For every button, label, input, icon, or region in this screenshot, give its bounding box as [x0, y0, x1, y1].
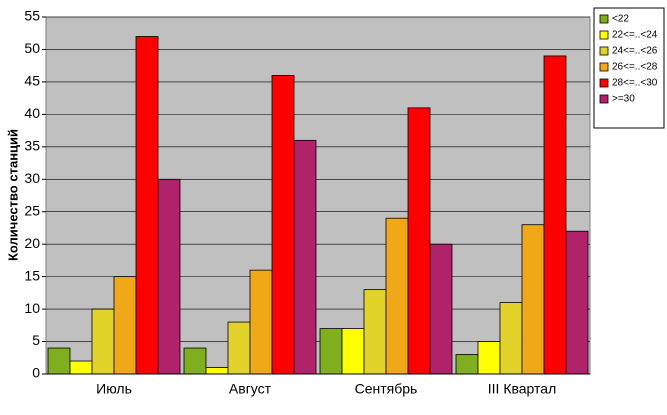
- bar: [385, 217, 409, 375]
- legend-swatch: [599, 46, 609, 56]
- bar: [429, 243, 453, 375]
- bar: [319, 328, 343, 375]
- y-tick-label: 55: [24, 8, 40, 24]
- y-tick-label: 50: [24, 40, 40, 56]
- bar: [341, 328, 365, 375]
- legend-items: <22 22<=..<24 24<=..<26 26<=..<28 28<=..<30 >…: [599, 14, 658, 105]
- bar: [363, 289, 387, 375]
- bar: [157, 178, 181, 375]
- y-tick-label: 5: [32, 332, 40, 348]
- y-tick-label: 15: [24, 267, 40, 283]
- bar: [499, 302, 523, 375]
- x-tick-label: Август: [229, 381, 272, 397]
- bar: [565, 230, 589, 375]
- bar: [205, 367, 229, 375]
- bar: [271, 75, 295, 375]
- legend-swatch: [599, 30, 609, 40]
- bar: [477, 341, 501, 375]
- legend-label: <22: [612, 14, 629, 25]
- x-tick-label: III Квартал: [488, 381, 556, 397]
- bar: [293, 139, 317, 375]
- legend-label: 24<=..<26: [612, 46, 658, 57]
- legend-label: 22<=..<24: [612, 30, 658, 41]
- bar: [91, 308, 115, 375]
- legend-label: 26<=..<28: [612, 62, 658, 73]
- y-tick-label: 10: [24, 300, 40, 316]
- bar: [455, 354, 479, 375]
- bar: [249, 269, 273, 375]
- legend-label: >=30: [612, 94, 635, 105]
- legend-swatch: [599, 78, 609, 88]
- bar: [543, 55, 567, 375]
- bar: [407, 107, 431, 375]
- y-axis-label: Количество станций: [5, 129, 20, 261]
- x-tick-label: Сентябрь: [355, 381, 418, 397]
- legend-label: 28<=..<30: [612, 78, 658, 89]
- legend-swatch: [599, 14, 609, 24]
- y-tick-label: 25: [24, 202, 40, 218]
- y-tick-label: 30: [24, 170, 40, 186]
- legend-swatch: [599, 62, 609, 72]
- y-tick-label: 40: [24, 105, 40, 121]
- bar: [183, 347, 207, 375]
- y-tick-label: 35: [24, 138, 40, 154]
- bar: [69, 360, 93, 375]
- y-tick-label: 45: [24, 73, 40, 89]
- bar: [521, 224, 545, 375]
- legend-swatch: [599, 94, 609, 104]
- bar: [135, 36, 159, 375]
- x-tick-label: Июль: [96, 381, 132, 397]
- bar: [113, 276, 137, 375]
- y-tick-label: 20: [24, 235, 40, 251]
- y-tick-label: 0: [32, 365, 40, 381]
- bar: [47, 347, 71, 375]
- bar: [227, 321, 251, 375]
